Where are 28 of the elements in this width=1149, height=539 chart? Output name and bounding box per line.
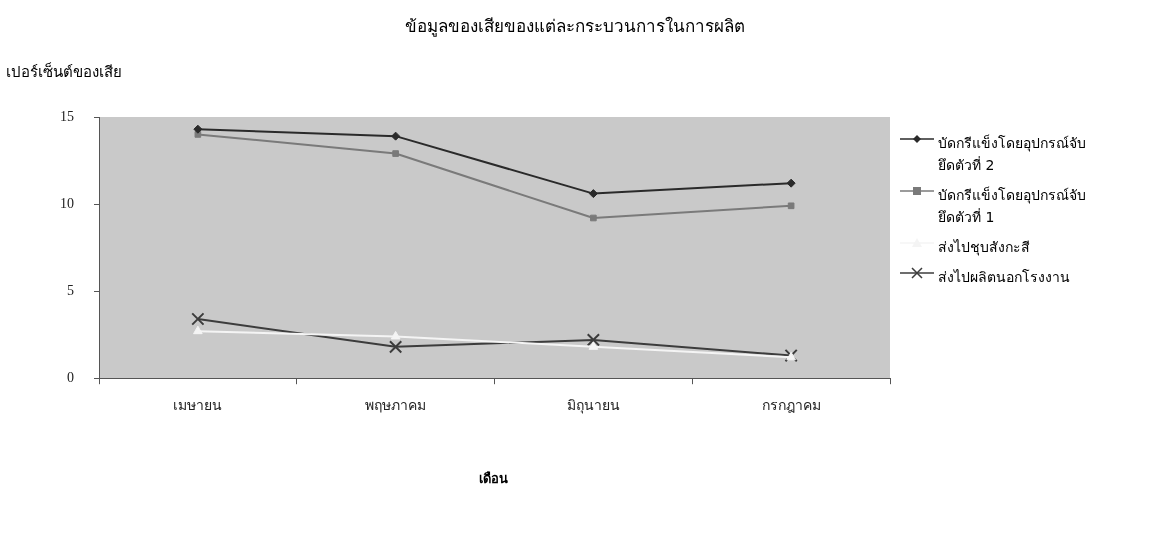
x-tick-label: พฤษภาคม [365,398,427,414]
legend-label: ส่งไปชุบสังกะสี [938,238,1030,258]
point [392,150,399,157]
x-tick-label: กรกฎาคม [761,398,821,414]
x-tick-label: เมษายน [173,398,223,414]
point [193,124,203,134]
point [588,189,598,199]
point [586,333,601,347]
y-tick-label: 10 [60,195,74,211]
y-axis-title: เปอร์เซ็นต์ของเสีย [6,61,122,82]
y-tick-label: 15 [60,108,74,124]
y-tick-label: 0 [67,369,74,385]
point [390,330,401,340]
chart-title: ข้อมูลของเสียของแต่ละกระบวนการในการผลิต [403,15,746,39]
point [191,312,205,326]
legend-label: บัดกรีแข็งโดยอุปกรณ์จับยึดตัวที่ 2 [938,133,1087,175]
point [193,325,203,335]
x-tick-label: มิถุนายน [566,398,620,415]
point [388,340,403,354]
point [391,131,401,141]
legend-label: บัดกรีแข็งโดยอุปกรณ์จับยึดตัวที่ 1 [938,185,1087,227]
point [786,178,796,188]
legend-label: ส่งไปผลิตนอกโรงงาน [938,268,1070,287]
y-tick-label: 5 [67,282,74,298]
point [588,341,599,350]
x-axis-title: เดือน [478,470,509,488]
point [787,202,795,210]
point [590,214,597,222]
